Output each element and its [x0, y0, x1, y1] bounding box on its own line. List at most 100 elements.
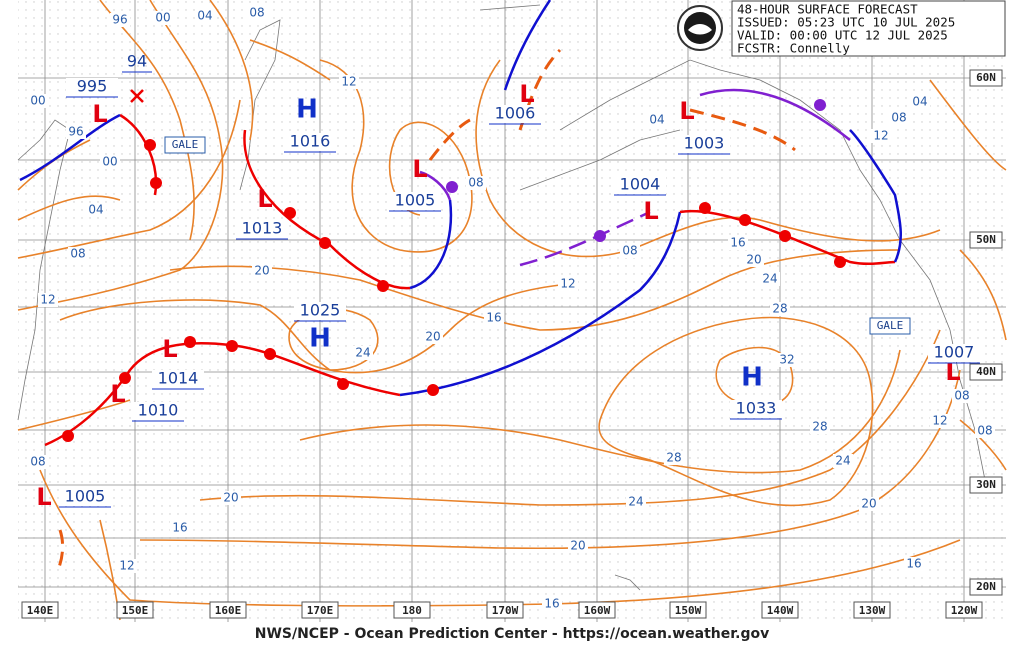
isobar-label: 20	[861, 497, 876, 511]
isobar-label-bg	[744, 253, 764, 267]
pressure-label-bg	[614, 176, 666, 194]
warning-label: GALE	[877, 319, 904, 332]
isobar-label-bg	[28, 94, 48, 108]
pressure-label-bg	[132, 402, 184, 420]
pressure-value: 1014	[158, 369, 199, 388]
isobar-label-bg	[952, 389, 972, 403]
isobar-label-bg	[904, 557, 924, 571]
pressure-symbol: L	[412, 155, 427, 183]
isobar-label-bg	[247, 6, 267, 20]
isobar-label: 08	[622, 244, 637, 258]
isobar-label: 32	[779, 353, 794, 367]
isobar-label: 12	[560, 277, 575, 291]
isobar-label: 24	[628, 495, 643, 509]
isobar-label-bg	[542, 597, 562, 611]
pressure-symbol: L	[36, 483, 51, 511]
isobar-label: 08	[249, 6, 264, 20]
longitude-box	[301, 601, 339, 619]
isobar-label-bg	[86, 203, 106, 217]
warning-box	[869, 317, 911, 335]
longitude-label: 130W	[859, 604, 886, 617]
isobar-label-bg	[195, 9, 215, 23]
pressure-label-bg	[489, 105, 541, 123]
isobar-label: 28	[772, 302, 787, 316]
isobar-label: 00	[30, 94, 45, 108]
warning-label: GALE	[172, 138, 199, 151]
pressure-symbol: L	[519, 80, 534, 108]
pressure-symbol: H	[296, 95, 318, 125]
pressure-value: 1005	[395, 191, 436, 210]
isobar-label-bg	[647, 113, 667, 127]
isobar-label-bg	[558, 277, 578, 291]
isobar-label: 20	[746, 253, 761, 267]
latitude-label: 30N	[976, 478, 996, 491]
pressure-label-bg	[66, 78, 118, 96]
isobar-label-bg	[626, 495, 646, 509]
header-line: FCSTR: Connelly	[737, 41, 850, 56]
isobar-label: 16	[544, 597, 559, 611]
isobar-label-bg	[66, 125, 86, 139]
isobar-label: 12	[40, 293, 55, 307]
pressure-label-bg	[152, 370, 204, 388]
isobar-label-bg	[871, 129, 891, 143]
isobar-label-bg	[728, 236, 748, 250]
latitude-box	[969, 363, 1003, 381]
isobar-label: 04	[88, 203, 103, 217]
isobar-label: 24	[835, 454, 850, 468]
pressure-value: 1005	[65, 487, 106, 506]
pressure-value: 1033	[736, 399, 777, 418]
pressure-symbol: L	[162, 335, 177, 363]
latitude-box	[969, 578, 1003, 596]
isobar-label: 12	[119, 559, 134, 573]
longitude-box	[761, 601, 799, 619]
isobar-label: 20	[254, 264, 269, 278]
isobar-label: 00	[102, 155, 117, 169]
longitude-box	[945, 601, 983, 619]
isobar-label: 08	[977, 424, 992, 438]
isobar-label-bg	[28, 455, 48, 469]
longitude-label: 120W	[951, 604, 978, 617]
longitude-box	[578, 601, 616, 619]
longitude-box	[116, 601, 154, 619]
longitude-box	[21, 601, 59, 619]
longitude-box	[393, 601, 431, 619]
longitude-box	[486, 601, 524, 619]
pressure-symbol: H	[309, 324, 331, 354]
isobar-label-bg	[975, 424, 995, 438]
pressure-value: 1003	[684, 134, 725, 153]
pressure-label-bg	[59, 488, 111, 506]
pressure-label-bg	[730, 400, 782, 418]
isobar-label: 16	[906, 557, 921, 571]
isobar-label: 04	[649, 113, 664, 127]
isobar-label: 00	[155, 11, 170, 25]
isobar-label: 28	[812, 420, 827, 434]
longitude-label: 160E	[215, 604, 242, 617]
isobar-label: 16	[730, 236, 745, 250]
isobar-label: 20	[570, 539, 585, 553]
longitude-label: 140W	[767, 604, 794, 617]
pressure-label-bg	[284, 133, 336, 151]
warning-box	[164, 136, 206, 154]
front-symbols	[62, 99, 846, 442]
isobar-label: 96	[112, 13, 127, 27]
isobar-label-bg	[859, 497, 879, 511]
fronts	[19, 0, 903, 571]
isobar-label: 12	[873, 129, 888, 143]
isobar-label-bg	[153, 11, 173, 25]
isobar-label-bg	[664, 451, 684, 465]
isobar-label: 08	[70, 247, 85, 261]
isobar-label-bg	[466, 176, 486, 190]
pressure-label-bg	[294, 302, 346, 320]
pressure-value: 1004	[620, 175, 661, 194]
isobar-label-bg	[760, 272, 780, 286]
isobar-label-bg	[221, 491, 241, 505]
isobar-label-bg	[110, 13, 130, 27]
map-background	[18, 0, 1006, 622]
latitude-label: 50N	[976, 233, 996, 246]
isobar-label-bg	[910, 95, 930, 109]
isobar-label: 20	[425, 330, 440, 344]
isobar-label-bg	[170, 521, 190, 535]
isobar-label-bg	[353, 346, 373, 360]
pressure-symbol: L	[92, 100, 107, 128]
isobar-label-bg	[770, 302, 790, 316]
